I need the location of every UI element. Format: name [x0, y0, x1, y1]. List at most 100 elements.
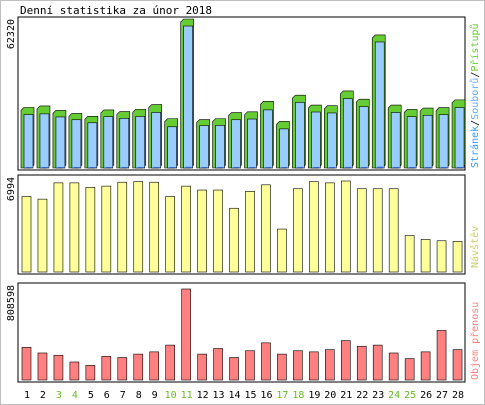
- bar-volume-23: [372, 344, 383, 381]
- bar-volume-12: [197, 353, 207, 381]
- bar-volume-11: [181, 288, 191, 381]
- bar-volume-15: [245, 350, 255, 381]
- bar-files-28: [454, 107, 465, 169]
- bar-files-23: [374, 41, 385, 169]
- x-tick-label-9: 9: [152, 390, 158, 401]
- bar-visits-10: [165, 196, 175, 273]
- bar-visits-27: [436, 240, 447, 273]
- x-tick-label-2: 2: [40, 390, 46, 401]
- panel-frame-3: [17, 282, 466, 383]
- x-tick-label-6: 6: [104, 390, 110, 401]
- legend-top-part-2: Souborů: [469, 78, 481, 120]
- bar-volume-21: [340, 340, 351, 381]
- bar-volume-20: [325, 349, 335, 381]
- bar-pages-25: [409, 167, 416, 168]
- bar-visits-15: [245, 191, 255, 273]
- chart-title: Denní statistika za únor 2018: [20, 4, 213, 17]
- bar-visits-4: [69, 182, 80, 273]
- bar-pages-26: [425, 167, 432, 168]
- bar-pages-5: [89, 167, 96, 168]
- bar-files-21: [342, 98, 353, 169]
- bar-visits-1: [21, 196, 32, 273]
- bar-visits-5: [85, 187, 96, 273]
- bar-volume-6: [101, 356, 112, 381]
- bar-volume-2: [37, 352, 48, 381]
- bar-files-3: [55, 116, 66, 169]
- x-tick-label-22: 22: [356, 390, 368, 401]
- bar-visits-13: [213, 189, 223, 273]
- bar-visits-18: [293, 188, 303, 273]
- bar-pages-4: [73, 167, 80, 168]
- x-tick-label-5: 5: [88, 390, 94, 401]
- bar-pages-10: [169, 167, 176, 168]
- bar-volume-27: [436, 330, 447, 381]
- bar-volume-9: [149, 351, 160, 381]
- x-tick-label-3: 3: [56, 390, 62, 401]
- bar-visits-26: [420, 239, 431, 273]
- bar-files-8: [135, 116, 146, 169]
- bar-files-4: [71, 119, 82, 169]
- bar-visits-16: [261, 184, 271, 273]
- bar-visits-24: [388, 188, 399, 273]
- bar-volume-26: [420, 351, 431, 381]
- x-tick-label-8: 8: [136, 390, 142, 401]
- bar-files-10: [167, 126, 177, 169]
- bar-volume-16: [261, 342, 271, 381]
- bar-pages-16: [265, 167, 272, 168]
- bar-volume-8: [133, 353, 144, 381]
- bar-pages-9: [153, 167, 160, 168]
- bar-volume-5: [85, 365, 96, 381]
- x-tick-label-14: 14: [228, 390, 240, 401]
- x-tick-label-20: 20: [324, 390, 336, 401]
- x-tick-label-12: 12: [197, 390, 209, 401]
- ymax-label-3: 808598: [6, 285, 17, 321]
- bar-volume-18: [293, 350, 303, 381]
- ymax-label-1: 62320: [6, 19, 17, 49]
- panel-frame-2: [17, 174, 466, 275]
- bar-visits-6: [101, 185, 112, 273]
- bar-files-5: [87, 122, 98, 169]
- bar-visits-25: [404, 235, 415, 273]
- bar-visits-21: [340, 180, 351, 273]
- panel-frame-1: [17, 16, 466, 171]
- x-tick-label-18: 18: [292, 390, 304, 401]
- bar-pages-28: [457, 167, 464, 168]
- x-tick-label-26: 26: [420, 390, 432, 401]
- bar-files-25: [406, 116, 417, 169]
- legend-visits: Návštěv: [469, 226, 481, 268]
- bar-pages-6: [105, 167, 112, 168]
- bar-volume-28: [452, 349, 463, 381]
- bar-files-7: [119, 118, 130, 169]
- bar-volume-24: [388, 352, 399, 381]
- bar-visits-14: [229, 207, 239, 273]
- x-tick-label-7: 7: [120, 390, 126, 401]
- ymax-label-2: 6994: [6, 177, 17, 201]
- x-tick-label-10: 10: [165, 390, 177, 401]
- bar-pages-1: [26, 167, 32, 168]
- x-tick-label-13: 13: [213, 390, 225, 401]
- x-tick-label-25: 25: [404, 390, 416, 401]
- legend-volume: Objem přenosu: [469, 302, 481, 380]
- x-tick-label-17: 17: [276, 390, 288, 401]
- bar-pages-22: [361, 167, 368, 168]
- bar-files-9: [151, 112, 162, 169]
- bar-pages-20: [329, 167, 336, 168]
- bar-pages-27: [441, 167, 448, 168]
- bar-volume-4: [69, 361, 80, 381]
- bar-pages-14: [233, 167, 240, 168]
- bar-pages-24: [393, 167, 400, 168]
- bar-pages-3: [57, 167, 64, 168]
- legend-top-part-3: /: [470, 72, 481, 78]
- bar-pages-12: [201, 167, 208, 168]
- x-tick-label-11: 11: [181, 390, 193, 401]
- x-tick-label-21: 21: [340, 390, 352, 401]
- legend-top: Stránek/Souborů/Přístupů: [469, 23, 481, 168]
- bar-visits-8: [133, 181, 144, 273]
- bar-visits-20: [325, 182, 335, 273]
- bar-visits-2: [37, 198, 48, 273]
- bar-files-6: [103, 116, 114, 169]
- bar-volume-13: [213, 348, 223, 381]
- bar-pages-2: [41, 167, 48, 168]
- bar-visits-7: [117, 181, 128, 273]
